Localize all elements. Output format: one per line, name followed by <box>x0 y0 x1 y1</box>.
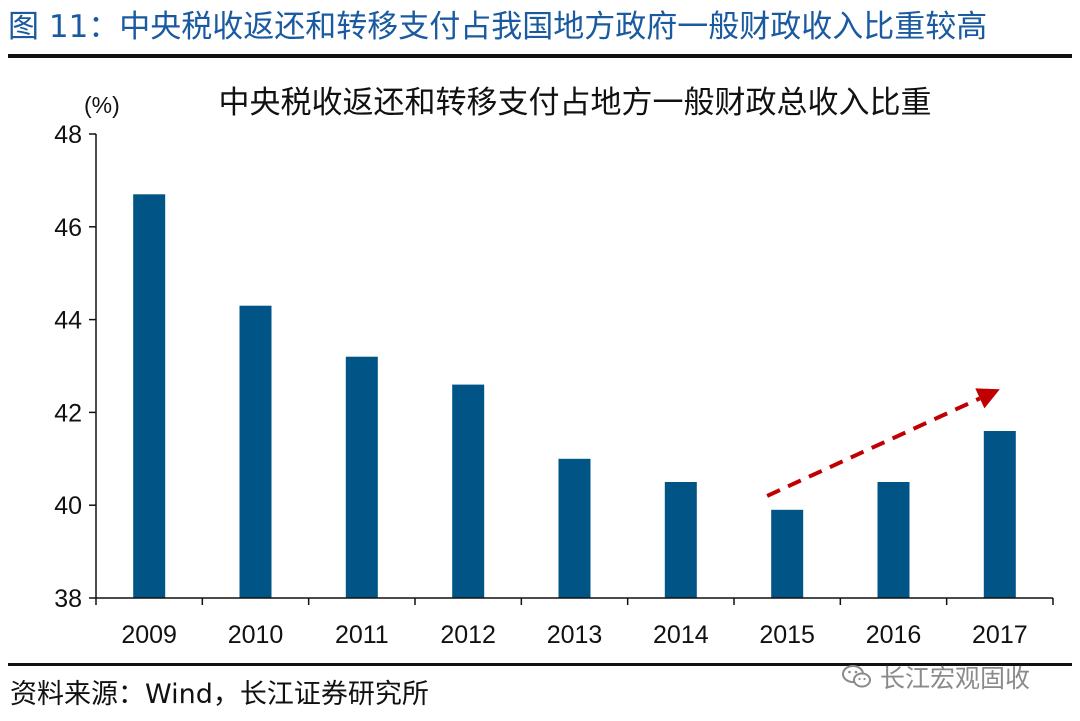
x-tick-label: 2017 <box>972 621 1028 649</box>
y-axis: 38 40 42 44 46 48 <box>54 121 97 613</box>
chart-title: 中央税收返还和转移支付占地方一般财政总收入比重 <box>219 85 932 121</box>
y-axis-unit: (%) <box>84 92 120 118</box>
x-tick-label: 2014 <box>653 621 709 649</box>
watermark: 长江宏观固收 <box>842 660 1030 694</box>
x-tick-label: 2009 <box>121 621 177 649</box>
x-tick-label: 2010 <box>228 621 284 649</box>
y-tick-label: 42 <box>54 399 82 427</box>
y-tick-label: 44 <box>54 307 82 335</box>
y-tick-label: 48 <box>54 121 82 149</box>
trend-arrow-head <box>975 388 1000 409</box>
bar-chart: 中央税收返还和转移支付占地方一般财政总收入比重 (%) 38 40 42 44 46 48… <box>54 85 1054 649</box>
bar-2015 <box>771 509 804 598</box>
bar-2012 <box>452 384 485 598</box>
bar-2009 <box>133 194 166 599</box>
title-rule <box>8 54 1072 58</box>
x-tick-label: 2011 <box>335 621 389 649</box>
x-axis: 2009 2010 2011 2012 2013 2014 2015 2016 2017 <box>95 597 1054 649</box>
trend-arrow-line <box>766 396 981 498</box>
y-tick-label: 40 <box>54 492 82 520</box>
footer-rule <box>8 663 1072 666</box>
bar-2010 <box>239 305 272 598</box>
figure-title: 图 11：中央税收返还和转移支付占我国地方政府一般财政收入比重较高 <box>8 9 988 45</box>
bar-2014 <box>664 482 697 598</box>
x-tick-label: 2015 <box>759 621 815 649</box>
x-tick-label: 2016 <box>866 621 922 649</box>
y-tick-label: 46 <box>54 214 82 242</box>
x-tick-label: 2013 <box>547 621 603 649</box>
trend-arrow <box>766 388 1000 498</box>
bar-2011 <box>345 356 378 598</box>
bar-2017 <box>983 431 1016 598</box>
bars-group <box>133 194 1016 599</box>
source-note: 资料来源：Wind，长江证券研究所 <box>10 679 429 710</box>
y-tick-label: 38 <box>54 585 82 613</box>
wechat-icon <box>842 665 871 688</box>
x-tick-label: 2012 <box>440 621 496 649</box>
watermark-text: 长江宏观固收 <box>880 664 1031 693</box>
bar-2016 <box>877 482 910 598</box>
bar-2013 <box>558 458 591 598</box>
